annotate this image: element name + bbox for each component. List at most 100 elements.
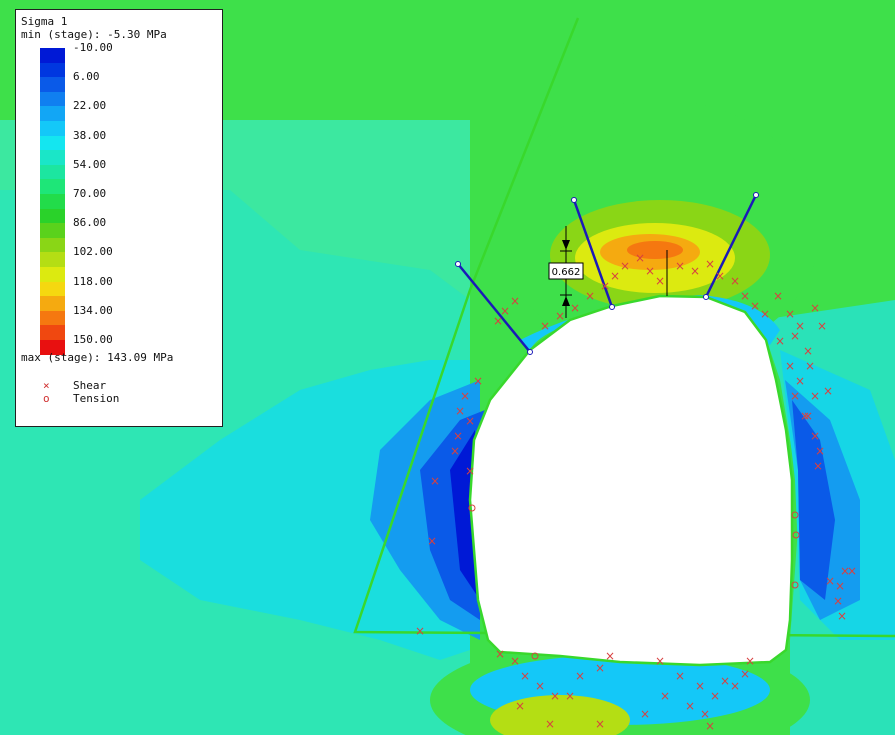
legend-tick-label: 38.00 <box>73 128 107 142</box>
shear-yield-marker: × <box>810 429 820 443</box>
shear-yield-marker: × <box>740 667 750 681</box>
shear-yield-marker: × <box>645 264 655 278</box>
shear-yield-marker: × <box>595 661 605 675</box>
shear-yield-marker: × <box>655 274 665 288</box>
legend-max-text: max (stage): 143.09 MPa <box>21 351 174 364</box>
shear-yield-marker: × <box>823 384 833 398</box>
bolt-end-marker <box>455 261 461 267</box>
shear-yield-marker: × <box>705 719 715 733</box>
shear-yield-marker: × <box>565 689 575 703</box>
shear-yield-marker: × <box>740 289 750 303</box>
stress-field-cyan-left <box>140 360 470 660</box>
legend-tick-label: 6.00 <box>73 70 100 84</box>
shear-yield-marker: × <box>833 594 843 608</box>
tension-yield-marker <box>791 511 799 519</box>
shear-yield-marker: × <box>773 289 783 303</box>
shear-yield-marker: × <box>795 319 805 333</box>
shear-yield-marker: × <box>415 624 425 638</box>
legend-swatch <box>40 340 65 355</box>
legend-marker-label: Tension <box>73 392 120 405</box>
legend-tick-label: 22.00 <box>73 99 107 113</box>
legend-tick-label: 134.00 <box>73 303 113 317</box>
shear-yield-marker: × <box>750 299 760 313</box>
shear-yield-marker: × <box>817 319 827 333</box>
shear-yield-marker: × <box>675 669 685 683</box>
shear-yield-marker: × <box>510 654 520 668</box>
shear-yield-marker: × <box>720 674 730 688</box>
shear-yield-marker: × <box>715 269 725 283</box>
bolt-end-marker <box>703 294 709 300</box>
shear-yield-marker: × <box>700 707 710 721</box>
shear-yield-marker: × <box>500 304 510 318</box>
shear-yield-marker: × <box>803 409 813 423</box>
legend-swatch <box>40 106 65 122</box>
shear-yield-marker: × <box>570 301 580 315</box>
shear-yield-marker: × <box>605 649 615 663</box>
legend-tick-label: 118.00 <box>73 274 113 288</box>
shear-yield-marker: × <box>825 574 835 588</box>
tension-yield-marker <box>531 652 539 660</box>
shear-yield-marker: × <box>785 307 795 321</box>
rock-bolt-center <box>572 199 614 308</box>
dimension-label-box <box>548 262 584 280</box>
rock-bolt-left <box>457 263 531 353</box>
dimension-label: 0.662 <box>552 267 581 278</box>
shear-yield-marker: × <box>595 717 605 731</box>
shear-yield-marker: × <box>800 409 810 423</box>
shear-yield-marker: × <box>620 259 630 273</box>
shear-yield-marker: × <box>555 309 565 323</box>
shear-yield-marker: × <box>790 389 800 403</box>
legend-swatch <box>40 252 65 268</box>
shear-yield-marker: × <box>810 301 820 315</box>
legend-tick-label: 102.00 <box>73 245 113 259</box>
legend-tick-label: 54.00 <box>73 157 107 171</box>
legend-swatch <box>40 223 65 239</box>
tension-icon: o <box>43 392 50 405</box>
shear-yield-marker: × <box>510 294 520 308</box>
shear-yield-marker: × <box>640 707 650 721</box>
shear-yield-marker: × <box>535 679 545 693</box>
dimension-arrow-top <box>562 240 570 250</box>
shear-yield-marker: × <box>790 329 800 343</box>
shear-yield-marker: × <box>690 264 700 278</box>
legend-swatch <box>40 135 65 151</box>
shear-yield-marker: × <box>610 269 620 283</box>
shear-yield-marker: × <box>430 474 440 488</box>
shear-yield-marker: × <box>730 274 740 288</box>
legend-marker-label: Shear <box>73 379 107 392</box>
shear-yield-marker: × <box>520 669 530 683</box>
legend-swatch <box>40 62 65 78</box>
invert-yellow-zone <box>490 695 630 735</box>
bolt-end-marker <box>527 349 533 355</box>
shear-yield-marker: × <box>515 699 525 713</box>
tension-yield-marker <box>792 531 800 539</box>
crown-red <box>627 241 683 259</box>
shear-yield-marker: × <box>840 564 850 578</box>
shear-yield-marker: × <box>847 564 857 578</box>
shear-yield-marker: × <box>785 359 795 373</box>
shear-yield-marker: × <box>775 334 785 348</box>
excavation-opening <box>468 294 794 667</box>
shear-icon: × <box>43 379 50 392</box>
legend-title: Sigma 1 <box>21 15 68 28</box>
shear-yield-marker: × <box>460 389 470 403</box>
shear-yield-marker: × <box>695 679 705 693</box>
shear-yield-marker: × <box>600 279 610 293</box>
legend-swatch <box>40 48 65 63</box>
legend-tick-label: 70.00 <box>73 187 107 200</box>
shear-yield-marker: × <box>837 609 847 623</box>
shear-yield-marker: × <box>810 389 820 403</box>
shear-yield-marker: × <box>655 654 665 668</box>
legend-swatch <box>40 310 65 326</box>
legend-swatch <box>40 91 65 107</box>
bolt-end-marker <box>609 304 615 310</box>
legend-tick-label: 150.00 <box>73 333 113 346</box>
legend-swatch <box>40 208 65 224</box>
legend-min-text: min (stage): -5.30 MPa <box>21 28 167 41</box>
shear-yield-marker: × <box>660 689 670 703</box>
dimension-arrow-bottom <box>562 296 570 306</box>
shear-yield-marker: × <box>745 654 755 668</box>
shear-yield-marker: × <box>540 319 550 333</box>
shear-yield-marker: × <box>710 689 720 703</box>
